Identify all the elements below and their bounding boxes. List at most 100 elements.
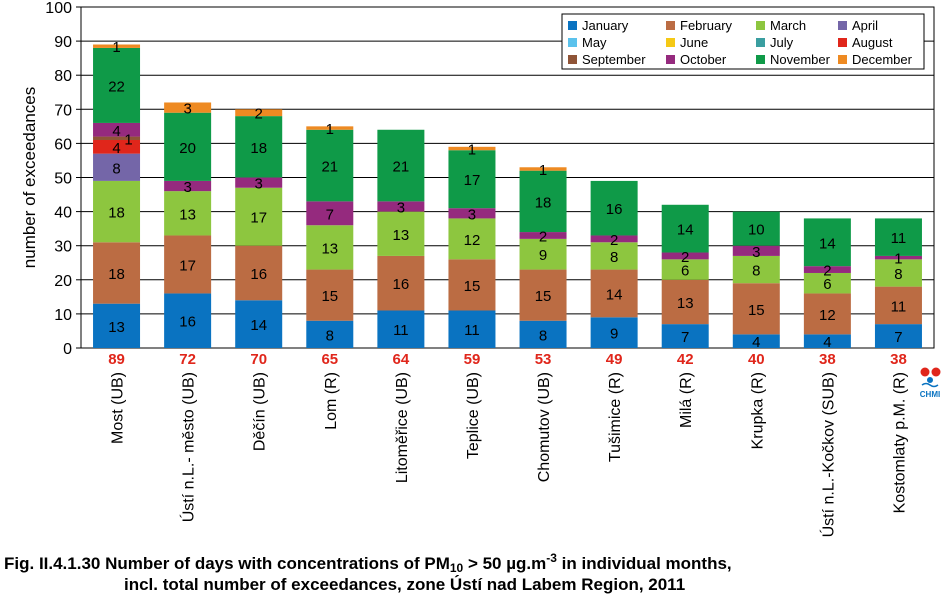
bar-segment: [377, 201, 425, 212]
segment-value-label: 13: [677, 295, 694, 312]
legend-swatch: [838, 38, 847, 47]
chmi-logo: CHMI: [920, 367, 941, 399]
bar-segment: [306, 320, 354, 348]
bar-segment: [93, 47, 141, 123]
segment-value-label: 6: [823, 276, 831, 293]
bar-segment: [661, 252, 709, 260]
legend-swatch: [756, 55, 765, 64]
segment-value-label: 2: [539, 228, 547, 245]
legend-box: [561, 13, 925, 70]
segment-value-label: 3: [183, 179, 191, 196]
segment-value-label: 3: [397, 199, 405, 216]
bar-segment: [732, 283, 780, 335]
y-tick-label: 0: [63, 341, 72, 358]
bar-segment: [874, 324, 922, 348]
segment-value-label: 4: [823, 334, 831, 351]
y-axis-label: number of exceedances: [20, 87, 39, 268]
legend-label: June: [680, 35, 708, 50]
bar-segment: [235, 300, 283, 348]
legend-swatch: [666, 38, 675, 47]
logo-text: CHMI: [920, 390, 940, 399]
figure-caption: Fig. II.4.1.30 Number of days with conce…: [4, 552, 944, 595]
segment-value-label: 17: [250, 210, 267, 227]
bar-segment: [377, 129, 425, 202]
bar-segment: [519, 238, 567, 270]
bar-segment: [235, 116, 283, 178]
total-label: 42: [677, 351, 694, 368]
bar-segment: [93, 139, 141, 154]
logo-circle: [920, 367, 930, 377]
caption-line2: incl. total number of exceedances, zone …: [124, 575, 686, 594]
segment-value-label: 17: [179, 257, 196, 274]
legend-label: November: [770, 52, 831, 67]
segment-value-label: 18: [108, 266, 125, 283]
segment-value-label: 2: [823, 263, 831, 280]
bar-segment: [93, 153, 141, 181]
bar-segment: [93, 122, 141, 137]
logo-circle: [927, 377, 933, 383]
bar-segment: [377, 310, 425, 348]
segment-value-label: 3: [255, 176, 263, 193]
total-label: 70: [250, 351, 267, 368]
segment-value-label: 2: [255, 106, 263, 123]
segment-value-label: 9: [539, 247, 547, 264]
total-label: 53: [535, 351, 552, 368]
segment-value-label: 13: [179, 206, 196, 223]
segment-value-label: 15: [535, 288, 552, 305]
total-label: 59: [464, 351, 481, 368]
legend-label: December: [852, 52, 913, 67]
segment-value-label: 8: [610, 249, 618, 266]
bar-segment: [235, 109, 283, 117]
bar-segment: [803, 293, 851, 335]
bar-segment: [519, 232, 567, 239]
y-tick-label: 100: [45, 0, 72, 17]
data-labels: 1318188414221891617133203721416173182708…: [108, 39, 907, 368]
segment-value-label: 16: [250, 266, 267, 283]
bar-segment: [732, 255, 780, 284]
legend-label: July: [770, 35, 794, 50]
bar-segment: [235, 177, 283, 188]
bar-segment: [164, 112, 212, 181]
segment-value-label: 2: [681, 249, 689, 266]
bar-segment: [448, 208, 496, 219]
bar-segment: [306, 129, 354, 202]
logo-wave: [921, 382, 939, 388]
bar-segment: [874, 286, 922, 325]
segment-value-label: 22: [108, 78, 125, 95]
y-tick-label: 30: [54, 239, 72, 256]
bar-segment: [803, 272, 851, 294]
segment-value-label: 11: [464, 322, 480, 339]
total-label: 40: [748, 351, 765, 368]
bar-segment: [235, 187, 283, 246]
legend-swatch: [666, 21, 675, 30]
segment-value-label: 8: [894, 266, 902, 283]
axes: 0 10 20 30 40 50 60 70 80 90 100 number of exceedan…: [20, 0, 908, 537]
legend-swatch: [838, 55, 847, 64]
bar-segment: [874, 218, 922, 256]
segment-value-label: 12: [464, 232, 481, 249]
segment-value-label: 16: [179, 314, 196, 331]
segment-value-label: 8: [752, 263, 760, 280]
bar-segment: [448, 259, 496, 311]
segment-value-label: 8: [539, 327, 547, 344]
segment-value-label: 13: [393, 227, 410, 244]
x-tick-label: Milá (R): [678, 372, 695, 428]
bar-segment: [164, 235, 212, 294]
bar-segment: [519, 320, 567, 348]
bar-segment: [235, 245, 283, 301]
bar-segment: [519, 170, 567, 233]
segment-value-label: 4: [752, 334, 760, 351]
legend-label: January: [582, 18, 629, 33]
total-label: 89: [108, 351, 125, 368]
segment-value-label: 15: [748, 302, 765, 319]
total-label: 64: [393, 351, 410, 368]
bar-segment: [803, 334, 851, 348]
bar-segment: [164, 180, 212, 192]
legend-label: September: [582, 52, 646, 67]
segment-value-label: 3: [468, 206, 476, 223]
segment-value-label: 21: [393, 159, 410, 176]
segment-value-label: 8: [112, 160, 120, 177]
y-tick-label: 70: [54, 102, 72, 119]
segment-value-label: 1: [539, 162, 547, 179]
segment-value-label: 6: [681, 263, 689, 280]
